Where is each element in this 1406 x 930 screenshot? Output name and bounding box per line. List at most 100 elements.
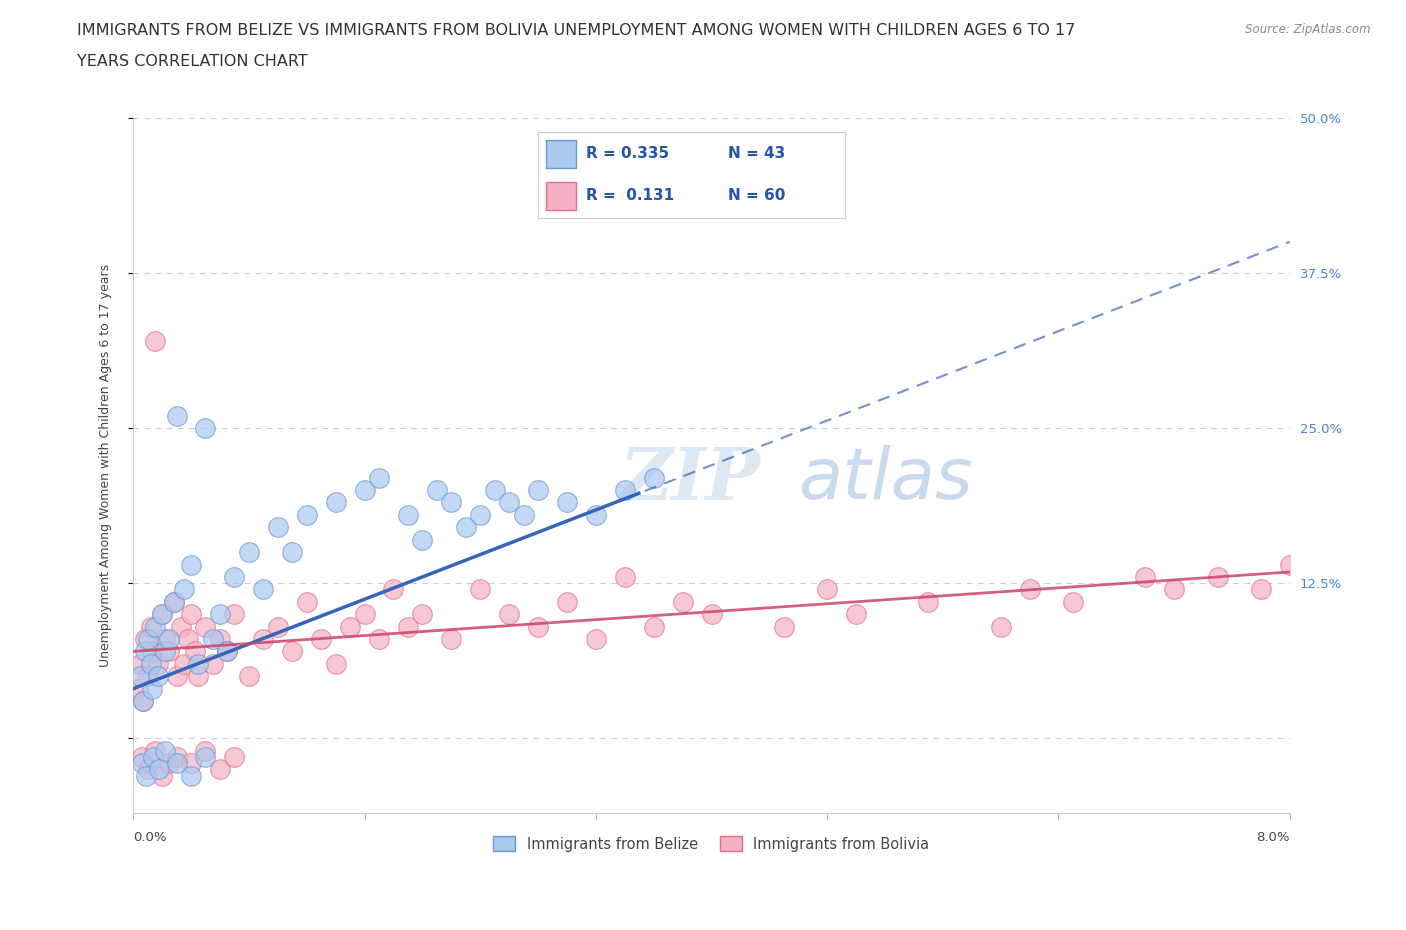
Point <box>184 644 207 658</box>
Text: Source: ZipAtlas.com: Source: ZipAtlas.com <box>1246 23 1371 36</box>
Point <box>180 768 202 783</box>
Point <box>217 644 239 658</box>
Point <box>454 520 477 535</box>
Point <box>1062 594 1084 609</box>
Point <box>484 483 506 498</box>
Point <box>772 619 794 634</box>
Point <box>194 619 217 634</box>
Point <box>368 631 391 646</box>
Point <box>585 508 607 523</box>
Y-axis label: Unemployment Among Women with Children Ages 6 to 17 years: Unemployment Among Women with Children A… <box>100 263 112 667</box>
Point <box>150 768 173 783</box>
Point <box>129 669 152 684</box>
Point <box>194 750 217 764</box>
Point <box>815 582 838 597</box>
Point <box>170 619 193 634</box>
Point <box>700 606 723 621</box>
Point <box>267 520 290 535</box>
Text: atlas: atlas <box>799 445 973 513</box>
Point <box>201 631 224 646</box>
Point <box>295 594 318 609</box>
Point <box>127 681 149 696</box>
Point <box>613 483 636 498</box>
Point <box>173 582 195 597</box>
Point <box>177 631 200 646</box>
Point <box>281 545 304 560</box>
Point <box>208 631 231 646</box>
Legend: Immigrants from Belize, Immigrants from Bolivia: Immigrants from Belize, Immigrants from … <box>488 830 935 857</box>
Point <box>157 631 180 646</box>
Point <box>440 631 463 646</box>
Point <box>382 582 405 597</box>
Point <box>136 762 159 777</box>
Point <box>498 606 520 621</box>
Text: YEARS CORRELATION CHART: YEARS CORRELATION CHART <box>77 54 308 69</box>
Point <box>1018 582 1040 597</box>
Point <box>150 606 173 621</box>
Point <box>325 657 347 671</box>
Point <box>1250 582 1272 597</box>
Point <box>194 743 217 758</box>
Point <box>166 750 188 764</box>
Point <box>1135 569 1157 584</box>
Point <box>671 594 693 609</box>
Point <box>141 681 163 696</box>
Point <box>135 768 157 783</box>
Point <box>527 483 550 498</box>
Point <box>217 644 239 658</box>
Point <box>136 631 159 646</box>
Point <box>295 508 318 523</box>
Point <box>396 508 419 523</box>
Point <box>1163 582 1185 597</box>
Point <box>157 644 180 658</box>
Point <box>555 594 578 609</box>
Point <box>194 420 217 435</box>
Point <box>368 471 391 485</box>
Point <box>208 606 231 621</box>
Point <box>440 495 463 510</box>
Point <box>643 619 665 634</box>
Point <box>143 619 166 634</box>
Point <box>129 657 152 671</box>
Text: 0.0%: 0.0% <box>134 831 167 844</box>
Point <box>139 657 162 671</box>
Text: 8.0%: 8.0% <box>1257 831 1289 844</box>
Point <box>166 756 188 771</box>
Point <box>238 545 260 560</box>
Point <box>187 669 209 684</box>
Point <box>512 508 534 523</box>
Point <box>139 619 162 634</box>
Point <box>153 743 176 758</box>
Point <box>173 657 195 671</box>
Point <box>131 750 153 764</box>
Point <box>148 762 170 777</box>
Point <box>180 557 202 572</box>
Point <box>411 532 433 547</box>
Point <box>180 606 202 621</box>
Point <box>224 750 246 764</box>
Point <box>613 569 636 584</box>
Point <box>1206 569 1229 584</box>
Point <box>845 606 868 621</box>
Point <box>208 762 231 777</box>
Point <box>187 657 209 671</box>
Point <box>153 644 176 658</box>
Point <box>917 594 939 609</box>
Text: IMMIGRANTS FROM BELIZE VS IMMIGRANTS FROM BOLIVIA UNEMPLOYMENT AMONG WOMEN WITH : IMMIGRANTS FROM BELIZE VS IMMIGRANTS FRO… <box>77 23 1076 38</box>
Point <box>1278 557 1301 572</box>
Point <box>325 495 347 510</box>
Point <box>396 619 419 634</box>
Point <box>132 694 155 709</box>
Point <box>166 408 188 423</box>
Text: ZIP: ZIP <box>619 444 759 514</box>
Point <box>131 756 153 771</box>
Point <box>163 594 186 609</box>
Point <box>157 756 180 771</box>
Point <box>132 694 155 709</box>
Point <box>166 669 188 684</box>
Point <box>150 606 173 621</box>
Point <box>146 657 169 671</box>
Point <box>527 619 550 634</box>
Point <box>163 594 186 609</box>
Point <box>252 582 274 597</box>
